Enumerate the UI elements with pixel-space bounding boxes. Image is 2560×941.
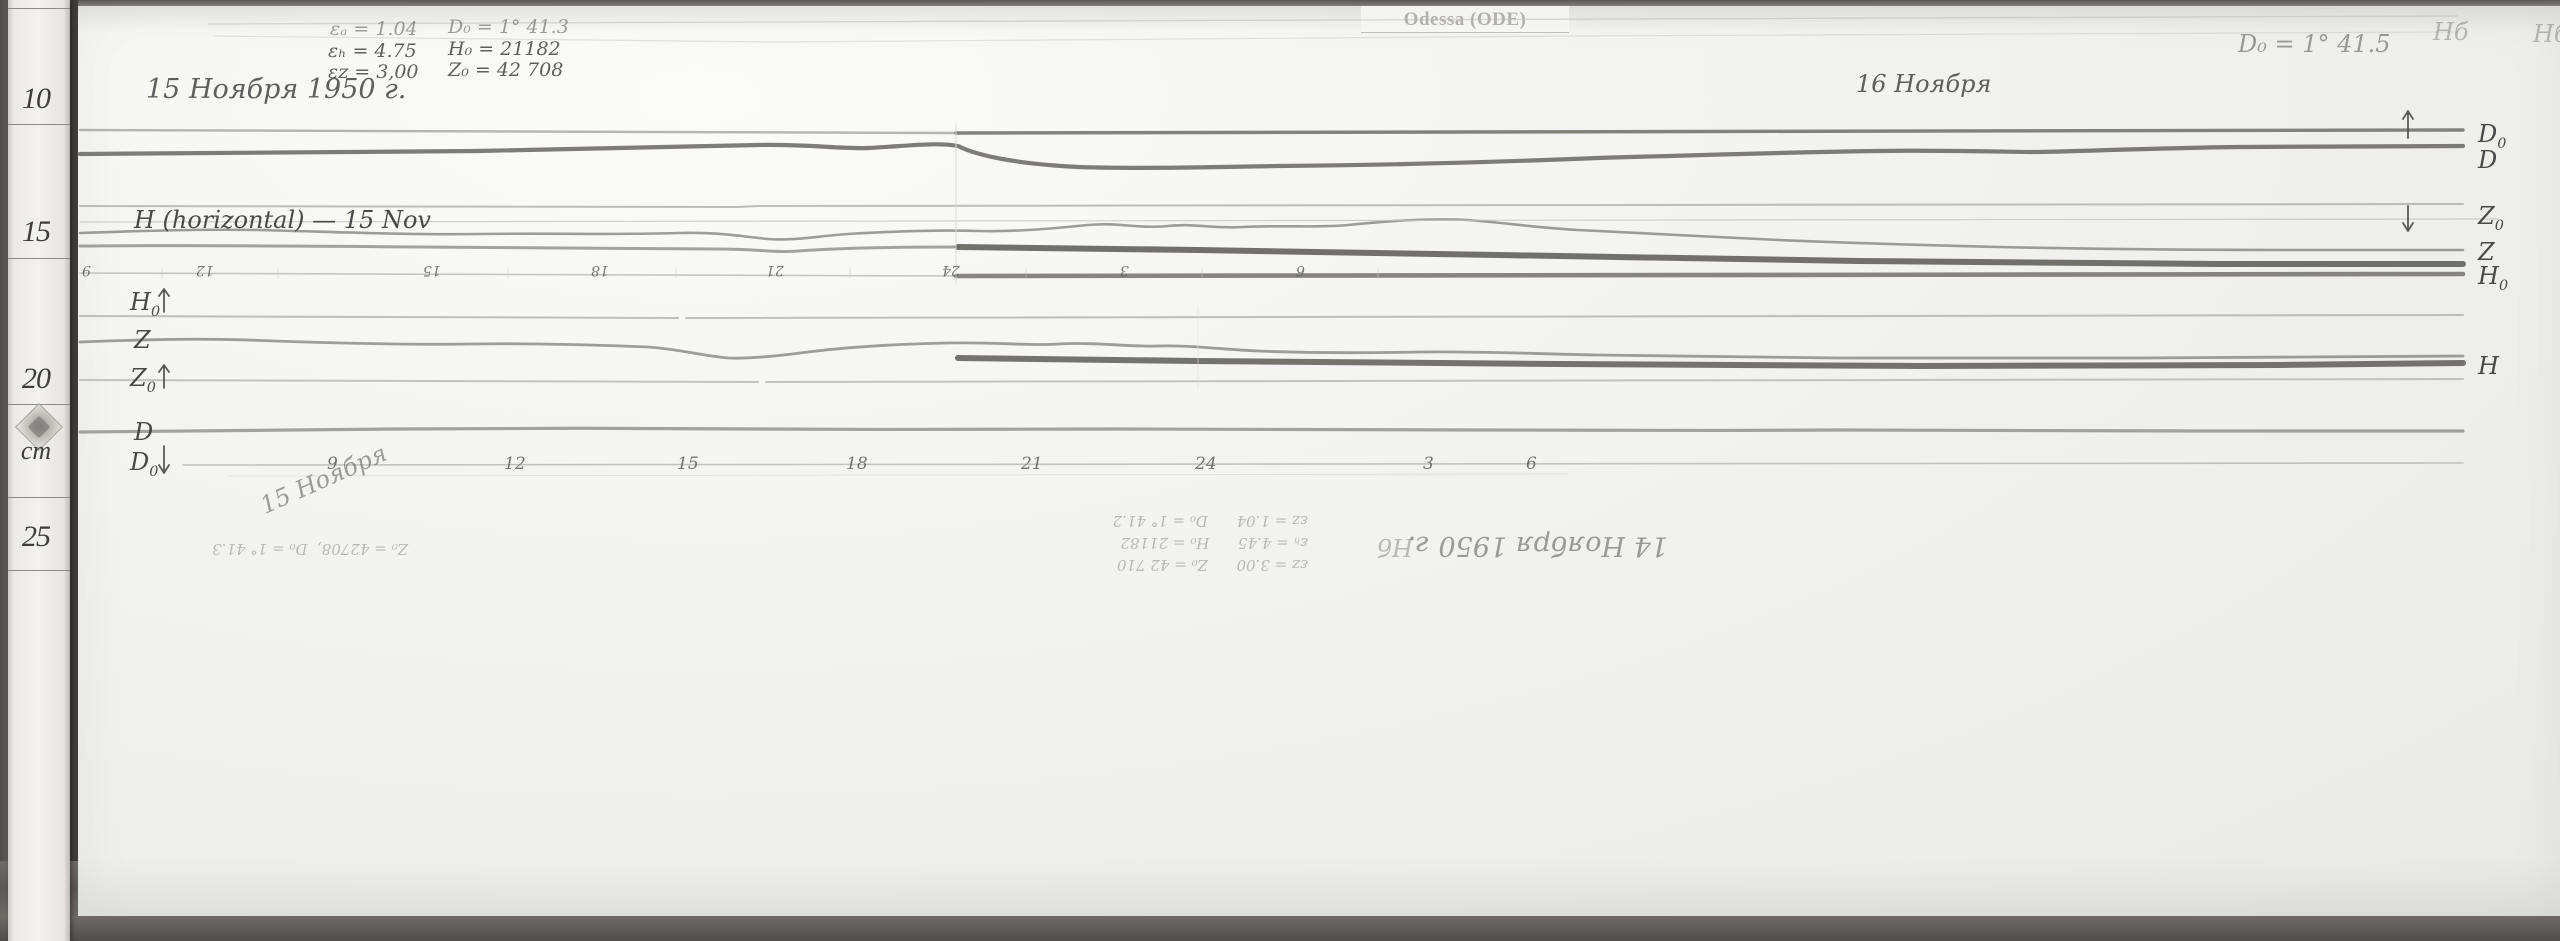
lower-axis-tick: 15 [677,454,699,474]
trace-label-z-left: Z [134,326,151,354]
trace-label-d-left: D [134,418,154,446]
baseline-d0-upper-right [954,128,2465,135]
trace-label-z0-left: Z0 [130,364,156,396]
trace-d-upper [78,142,2466,170]
ruler-label-20: 20 [22,362,51,395]
upper-axis-tick: 21 [766,262,784,278]
baseline-h0-lower-right [685,314,2464,319]
trace-label-z-right: Z [2478,238,2495,266]
annotation-bottom-right-initials: Нб [1377,533,1413,561]
ruler-label-25: 25 [22,520,51,553]
upper-axis-tick: 18 [591,262,609,278]
trace-label-h0-left: H0 [130,288,161,320]
baseline-z0-lower-left [79,379,759,383]
annotation-date-left: 15 Ноября 1950 г. [146,74,407,105]
trace-z-upper [78,218,2465,252]
lower-axis-tick: 3 [1423,454,1434,474]
annotation-d-zero: D₀ = 1° 41.3 [448,16,569,38]
annotation-initials-right-1: Нб [2433,18,2469,46]
trace-h-upper-left [78,244,960,254]
lower-axis-tick: 12 [504,454,526,474]
arrow-glyphs [158,110,2414,474]
ruler-tick [8,497,70,498]
ruler-label-15: 15 [22,215,51,248]
annotation-bottom-right-line3: εᴢ = 3.00 Z₀ = 42 710 [1116,556,1308,574]
paper-crease-bottom [227,473,1569,477]
hour-ticks-upper [161,267,1379,279]
upper-axis-tick: 24 [942,262,960,278]
lower-axis-tick: 18 [846,454,868,474]
lower-axis-tick: 9 [327,454,338,474]
trace-svg [78,15,2499,477]
trace-label-z0-right: Z0 [2478,202,2504,234]
baseline-z0-upper [79,203,2464,208]
paper-crease-top-2 [212,31,2459,43]
scale-ruler: 10 15 20 25 cm [8,0,70,941]
baseline-d0-upper-left [78,128,958,135]
ruler-unit-label: cm [20,436,52,465]
baseline-h0-upper-left [79,272,957,277]
upper-axis-tick: 6 [1296,262,1305,278]
baseline-z0-lower-right [765,378,2464,383]
record-sheet: Odessa (ODE) [78,6,2560,916]
annotation-bottom-right-line1: εᴢ = 1.04 D₀ = 1° 41.2 [1112,512,1308,530]
trace-h-upper-right [955,244,2466,267]
hairline-upper [79,218,2499,223]
lower-axis-tick: 6 [1526,454,1537,474]
trace-label-d-right: D [2478,146,2498,174]
lower-axis-tick: 24 [1195,454,1217,474]
upper-axis-tick: 15 [423,262,441,278]
annotation-h-zero: H₀ = 21182 [448,38,561,60]
baseline-d0-lower [182,462,2464,466]
lower-axis-tick: 21 [1021,454,1043,474]
ruler-tick [8,570,70,571]
trace-z-lower [78,337,2465,360]
trace-label-d0-left: D0 [130,448,159,480]
trace-label-h-right: H [2478,352,2499,380]
annotation-bottom-left-tiny: Z₀ = 42708, D₀ = 1° 41.3 [212,540,408,558]
annotation-epsilon-d: εₐ = 1.04 [330,18,418,40]
annotation-bottom-right-line2: εₕ = 4.45 H₀ = 21182 [1120,534,1308,552]
annotation-bottom-right-date: 14 Ноября 1950 г. [1407,530,1668,561]
trace-plot [78,6,2560,916]
baseline-h0-upper-right [953,271,2466,279]
annotation-z-zero: Z₀ = 42 708 [448,59,564,81]
trace-d-lower [78,426,2465,434]
paper-crease-top [207,15,2459,25]
annotation-d-zero-right: D₀ = 1° 41.5 [2238,30,2391,58]
ruler-label-10: 10 [22,82,51,115]
trace-label-d0-right: D0 [2478,120,2507,152]
ruler-tick [8,124,70,125]
trace-label-h0-right: H0 [2478,262,2509,294]
upper-axis-tick: 9 [82,262,91,278]
ruler-tick [8,8,70,9]
upper-axis-tick: 12 [196,262,214,278]
annotation-epsilon-h: εₕ = 4.75 [328,40,417,62]
baseline-h0-lower-left [79,315,679,319]
scan-top-edge [78,0,2560,9]
annotation-date-right: 16 Ноября [1856,70,1992,98]
upper-axis-tick: 3 [1120,262,1129,278]
ruler-tick [8,258,70,259]
annotation-epsilon-z: εᴢ = 3,00 [328,61,419,83]
annotation-initials-right-2: Нб [2533,20,2560,48]
trace-label-h-left: H (horizontal) — 15 Nov [134,206,431,234]
trace-h-lower-right [955,355,2466,369]
